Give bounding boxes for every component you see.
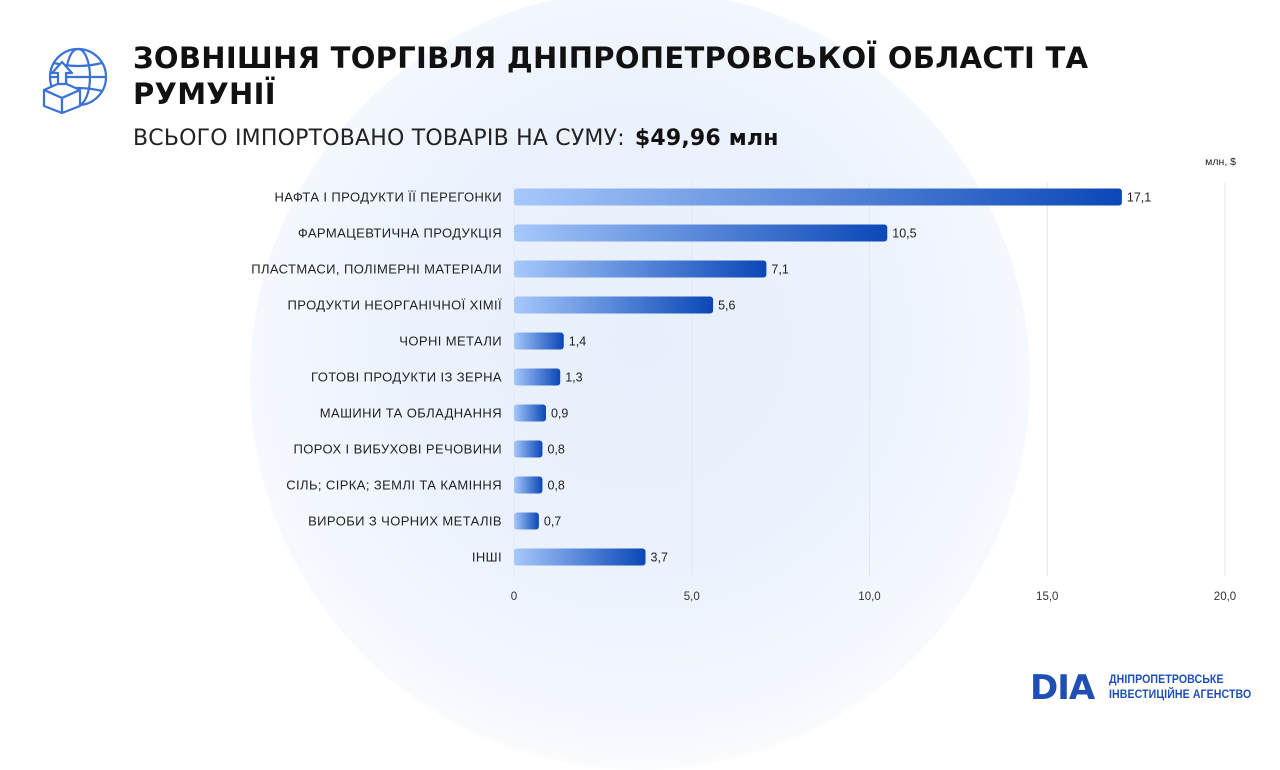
bar <box>514 188 1122 206</box>
category-label: ВИРОБИ З ЧОРНИХ МЕТАЛІВ <box>308 514 502 529</box>
x-tick-label: 15,0 <box>1036 591 1058 603</box>
category-label: ПЛАСТМАСИ, ПОЛІМЕРНІ МАТЕРІАЛИ <box>251 262 502 277</box>
bar <box>514 476 543 494</box>
value-label: 10,5 <box>892 227 916 241</box>
x-tick-label: 20,0 <box>1214 591 1236 603</box>
bar <box>514 404 546 422</box>
value-label: 0,8 <box>547 479 564 493</box>
category-label: ПОРОХ І ВИБУХОВІ РЕЧОВИНИ <box>294 442 503 457</box>
subtitle-amount: $49,96 млн <box>634 126 779 151</box>
category-label: ПРОДУКТИ НЕОРГАНІЧНОЇ ХІМІЇ <box>288 298 502 313</box>
value-label: 0,7 <box>544 515 561 529</box>
value-label: 3,7 <box>651 551 668 565</box>
x-tick-label: 10,0 <box>858 591 880 603</box>
page-subtitle: ВСЬОГО ІМПОРТОВАНО ТОВАРІВ НА СУМУ: $49,9… <box>133 126 779 151</box>
dia-logo-icon: DIA <box>1030 668 1097 706</box>
logo-line-1: ДНІПРОПЕТРОВСЬКЕ <box>1109 674 1224 686</box>
bar <box>514 512 539 530</box>
category-label: НАФТА І ПРОДУКТИ ЇЇ ПЕРЕГОНКИ <box>274 190 502 205</box>
category-label: ІНШІ <box>472 550 502 565</box>
bar <box>514 260 767 278</box>
unit-label: млн, $ <box>1205 156 1236 168</box>
logo-mark-text: DIA <box>1030 668 1096 706</box>
value-label: 17,1 <box>1127 191 1151 205</box>
value-label: 7,1 <box>771 263 788 277</box>
category-label: МАШИНИ ТА ОБЛАДНАННЯ <box>320 406 502 421</box>
page-title: ЗОВНІШНЯ ТОРГІВЛЯ ДНІПРОПЕТРОВСЬКОЇ ОБЛА… <box>133 41 1089 111</box>
bar <box>514 548 646 566</box>
logo-text: ДНІПРОПЕТРОВСЬКЕ ІНВЕСТИЦІЙНЕ АГЕНСТВО <box>1109 673 1251 703</box>
bar <box>514 224 888 242</box>
bar <box>514 296 714 314</box>
bar <box>514 368 561 386</box>
category-label: ЧОРНІ МЕТАЛИ <box>399 334 502 349</box>
x-tick-label: 0 <box>511 591 517 603</box>
value-label: 0,8 <box>547 443 564 457</box>
background-circle <box>250 0 1030 770</box>
category-label: ГОТОВІ ПРОДУКТИ ІЗ ЗЕРНА <box>311 370 502 385</box>
x-tick-label: 5,0 <box>684 591 700 603</box>
subtitle-label: ВСЬОГО ІМПОРТОВАНО ТОВАРІВ НА СУМУ: <box>133 126 625 151</box>
category-label: СІЛЬ; СІРКА; ЗЕМЛІ ТА КАМІННЯ <box>286 478 502 493</box>
category-label: ФАРМАЦЕВТИЧНА ПРОДУКЦІЯ <box>298 226 502 241</box>
value-label: 1,3 <box>565 371 582 385</box>
logo-line-2: ІНВЕСТИЦІЙНЕ АГЕНСТВО <box>1109 689 1252 701</box>
bar <box>514 332 564 350</box>
globe-box-upload-icon <box>42 47 108 114</box>
bar <box>514 440 543 458</box>
value-label: 1,4 <box>569 335 586 349</box>
bar-chart: 0 5,0 10,0 15,0 20,0 НАФТА І ПРОДУКТИ ЇЇ ПЕРЕ… <box>251 156 1236 603</box>
value-label: 0,9 <box>551 407 568 421</box>
value-label: 5,6 <box>718 299 735 313</box>
